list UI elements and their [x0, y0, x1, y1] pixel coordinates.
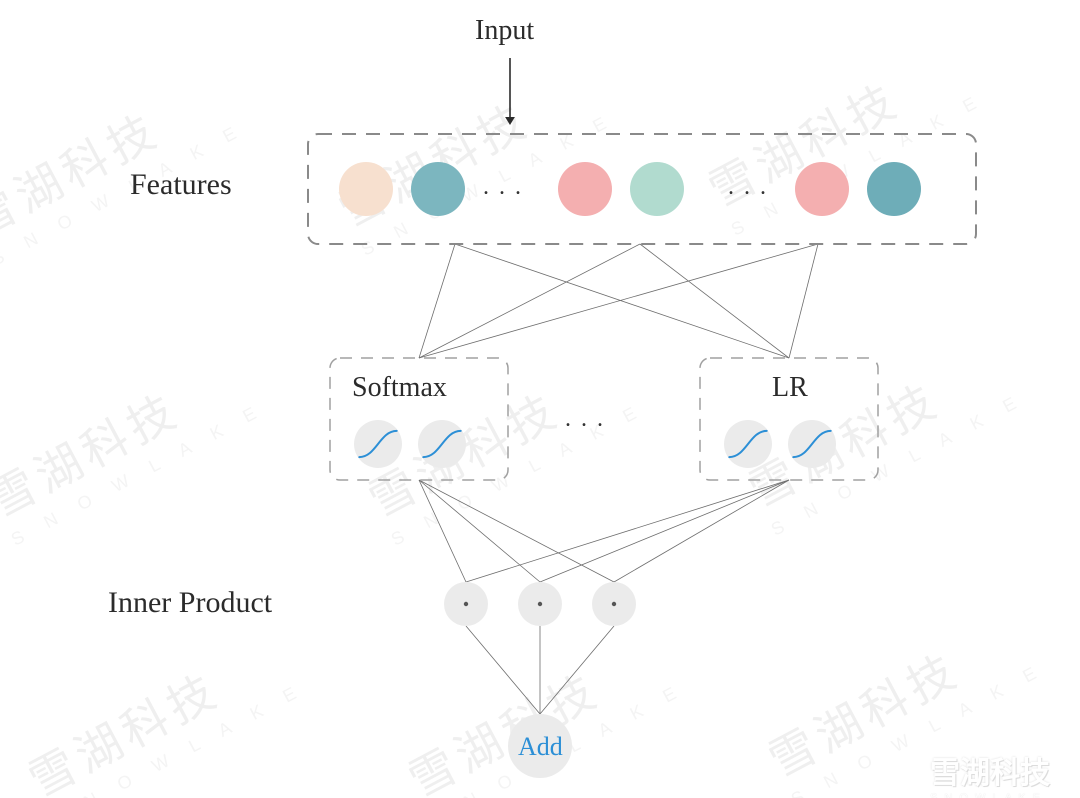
inner-product-dot-0 — [464, 602, 468, 606]
corner-logo-en: S N O W L A K E — [930, 792, 1050, 798]
lr-label: LR — [772, 372, 808, 404]
inner-product-label: Inner Product — [108, 586, 272, 620]
features-ellipsis-2: . . . — [728, 174, 768, 201]
feature-circle-0 — [339, 162, 393, 216]
inner-product-dot-2 — [612, 602, 616, 606]
feature-circle-5 — [867, 162, 921, 216]
features-ellipsis-1: . . . — [483, 174, 523, 201]
feature-circle-4 — [795, 162, 849, 216]
network-diagram — [0, 0, 1080, 798]
corner-logo: 雪湖科技 S N O W L A K E — [930, 748, 1050, 798]
inner-product-dot-1 — [538, 602, 542, 606]
input-label: Input — [475, 15, 534, 47]
feature-circle-2 — [558, 162, 612, 216]
feature-circle-3 — [630, 162, 684, 216]
feature-circle-1 — [411, 162, 465, 216]
corner-logo-cn: 雪湖科技 — [930, 748, 1050, 792]
connection-lines — [419, 244, 818, 714]
features-label: Features — [130, 168, 232, 202]
input-arrow-head — [505, 117, 515, 125]
add-label: Add — [518, 732, 563, 762]
middle-ellipsis: . . . — [565, 406, 605, 433]
softmax-label: Softmax — [352, 372, 447, 404]
